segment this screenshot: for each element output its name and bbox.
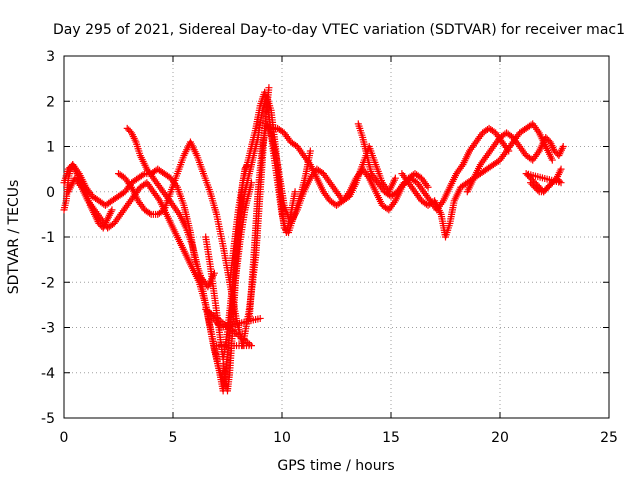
- data-point: [291, 188, 299, 196]
- x-tick-label: 0: [60, 430, 69, 446]
- data-point: [292, 141, 300, 149]
- x-tick-labels: 0 5 10 15 20 25: [60, 430, 618, 446]
- data-point: [557, 165, 565, 173]
- data-point: [391, 174, 399, 182]
- x-tick-label: 20: [491, 430, 509, 446]
- y-tick-label: -2: [41, 275, 55, 291]
- series-arc-11: [522, 165, 565, 196]
- y-tick-label: -1: [41, 230, 55, 246]
- data-point: [279, 128, 287, 136]
- data-point: [490, 128, 498, 136]
- series-arc-12: [60, 161, 116, 232]
- chart-title: Day 295 of 2021, Sidereal Day-to-day VTE…: [53, 22, 625, 38]
- data-point: [108, 206, 116, 214]
- y-tick-label: 1: [46, 140, 55, 156]
- data-point: [424, 183, 432, 191]
- data-point: [141, 180, 149, 188]
- data-point: [165, 173, 173, 181]
- series-arc-9: [398, 120, 556, 241]
- y-tick-label: 0: [46, 185, 55, 201]
- x-tick-label: 5: [169, 430, 178, 446]
- data-point: [318, 169, 326, 177]
- data-point: [494, 157, 502, 165]
- data-point: [416, 173, 424, 181]
- data-point: [337, 198, 345, 206]
- data-point: [241, 165, 249, 173]
- y-tick-labels: -5 -4 -3 -2 -1 0 1 2 3: [41, 49, 55, 427]
- data-point: [412, 178, 420, 186]
- data-point: [548, 156, 556, 164]
- data-point: [243, 161, 251, 169]
- grid: [64, 56, 609, 418]
- data-point: [383, 205, 391, 213]
- x-tick-label: 10: [273, 430, 291, 446]
- data-point: [139, 171, 147, 179]
- data-point: [242, 164, 250, 172]
- series-arc-6: [245, 120, 399, 322]
- data-point: [119, 189, 127, 197]
- data-point: [242, 162, 250, 170]
- data-point: [527, 121, 535, 129]
- data-point: [306, 147, 314, 155]
- series-arc-7: [267, 124, 432, 214]
- x-tick-label: 25: [600, 430, 618, 446]
- data-point: [507, 132, 515, 140]
- y-tick-label: 3: [46, 49, 55, 65]
- x-axis-label: GPS time / hours: [277, 458, 394, 474]
- data-point: [527, 155, 535, 163]
- data-point: [265, 84, 273, 92]
- y-tick-label: 2: [46, 94, 55, 110]
- data-point: [392, 189, 400, 197]
- series-outliers: [202, 305, 264, 350]
- y-tick-label: -5: [41, 411, 55, 427]
- data-point: [109, 221, 117, 229]
- series-arc-4: [115, 84, 273, 350]
- data-points: [60, 84, 567, 395]
- y-tick-label: -3: [41, 321, 55, 337]
- x-tick-label: 15: [382, 430, 400, 446]
- y-tick-label: -4: [41, 366, 55, 382]
- series-arc-10: [463, 129, 567, 196]
- data-point: [559, 143, 567, 150]
- data-point: [119, 173, 127, 181]
- data-point: [146, 209, 154, 217]
- y-axis-label: SDTVAR / TECUs: [6, 180, 22, 295]
- data-point: [256, 314, 264, 322]
